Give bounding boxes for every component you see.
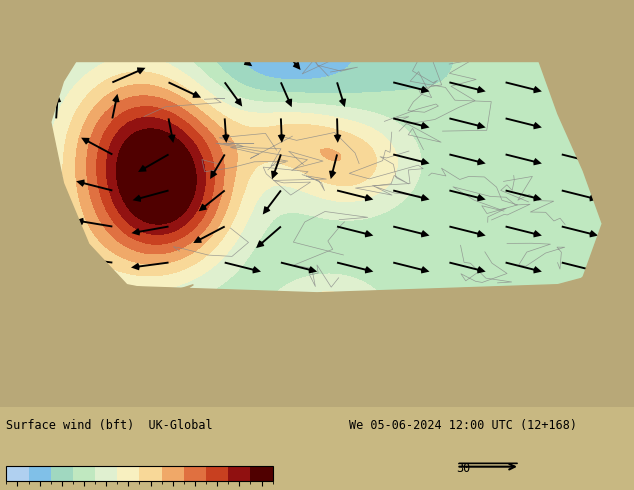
Polygon shape xyxy=(0,0,634,61)
Polygon shape xyxy=(0,0,193,407)
Text: 30: 30 xyxy=(456,462,470,475)
Text: We 05-06-2024 12:00 UTC (12+168): We 05-06-2024 12:00 UTC (12+168) xyxy=(349,419,577,432)
Polygon shape xyxy=(495,0,634,407)
Text: Surface wind (bft)  UK-Global: Surface wind (bft) UK-Global xyxy=(6,419,213,432)
Polygon shape xyxy=(0,265,634,407)
